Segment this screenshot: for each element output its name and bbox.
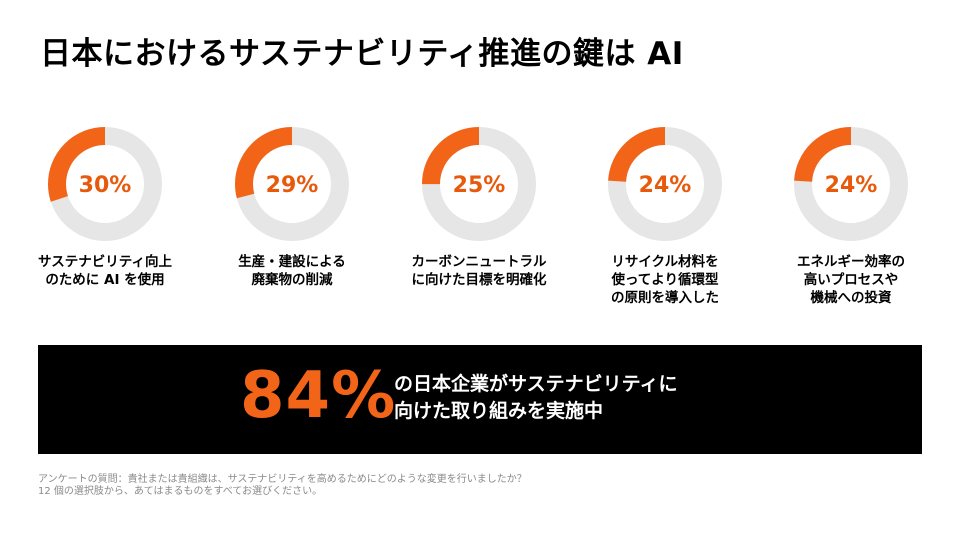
donut-percentage-label: 29% bbox=[266, 173, 319, 198]
donut-percentage-label: 24% bbox=[825, 173, 878, 198]
page-title: 日本におけるサステナビリティ推進の鍵は AI bbox=[40, 36, 684, 72]
donut-chart-2: 29% bbox=[217, 122, 367, 252]
donut-value-arc bbox=[422, 127, 536, 241]
banner-text: の日本企業がサステナビリティに 向けた取り組みを実施中 bbox=[394, 373, 678, 422]
donut-percentage-label: 25% bbox=[453, 173, 506, 198]
donut-value-arc bbox=[608, 127, 722, 241]
donut-svg: 29% bbox=[235, 127, 349, 241]
donut-value-arc bbox=[48, 127, 162, 241]
donut-svg: 25% bbox=[422, 127, 536, 241]
donut-percentage-label: 24% bbox=[639, 173, 692, 198]
footnote-question: アンケートの質問：貴社または貴組織は、サステナビリティを高めるためにどのような変… bbox=[38, 474, 527, 485]
donut-caption: 生産・建設による 廃棄物の削減 bbox=[238, 254, 346, 288]
footnote-instruction: 12 個の選択肢から、あてはまるものをすべてお選びください。 bbox=[38, 486, 323, 497]
donut-value-arc bbox=[794, 127, 908, 241]
donut-caption: リサイクル材料を 使ってより循環型 の原則を導入した bbox=[611, 254, 719, 306]
donut-chart-3: 25% bbox=[404, 122, 554, 252]
donut-chart-1: 30% bbox=[30, 122, 180, 252]
donut-value-arc bbox=[235, 127, 349, 241]
donut-svg: 24% bbox=[608, 127, 722, 241]
summary-banner: 84% の日本企業がサステナビリティに 向けた取り組みを実施中 bbox=[38, 345, 922, 454]
donut-caption: カーボンニュートラル に向けた目標を明確化 bbox=[411, 254, 547, 288]
donut-chart-4: 24% bbox=[590, 122, 740, 252]
donut-svg: 30% bbox=[48, 127, 162, 241]
survey-footnote: アンケートの質問：貴社または貴組織は、サステナビリティを高めるためにどのような変… bbox=[38, 474, 918, 498]
donut-svg: 24% bbox=[794, 127, 908, 241]
donut-percentage-label: 30% bbox=[79, 173, 132, 198]
donut-caption: サステナビリティ向上 のために AI を使用 bbox=[38, 254, 172, 288]
banner-percentage: 84% bbox=[240, 359, 397, 433]
donut-caption: エネルギー効率の 高いプロセスや 機械への投資 bbox=[797, 254, 905, 306]
donut-chart-5: 24% bbox=[776, 122, 926, 252]
